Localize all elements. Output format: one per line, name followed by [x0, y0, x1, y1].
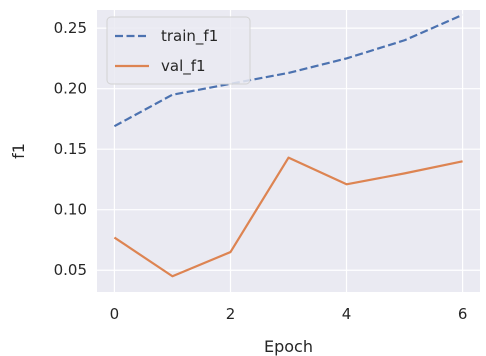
x-tick-labels: 0 2 4 6: [110, 305, 468, 323]
series-line-train-f1: [113, 13, 464, 128]
y-tick-labels: 0.05 0.10 0.15 0.20 0.25: [54, 19, 87, 279]
y-tick-label: 0.20: [54, 80, 87, 98]
legend-box: [106, 16, 251, 85]
legend: train_f1 val_f1: [106, 16, 251, 85]
x-tick-label: 0: [110, 305, 120, 323]
legend-label-val-f1: val_f1: [161, 57, 206, 76]
y-tick-label: 0.05: [54, 261, 87, 279]
x-tick-label: 6: [458, 305, 468, 323]
y-tick-label: 0.25: [54, 19, 87, 37]
x-tick-label: 2: [226, 305, 236, 323]
legend-label-train-f1: train_f1: [161, 27, 218, 46]
y-tick-label: 0.10: [54, 201, 87, 219]
y-axis-label: f1: [9, 143, 28, 159]
x-tick-label: 4: [342, 305, 352, 323]
series-lines: [113, 13, 464, 278]
y-tick-label: 0.15: [54, 140, 87, 158]
series-line-val-f1: [113, 156, 463, 278]
x-axis-label: Epoch: [264, 337, 313, 356]
